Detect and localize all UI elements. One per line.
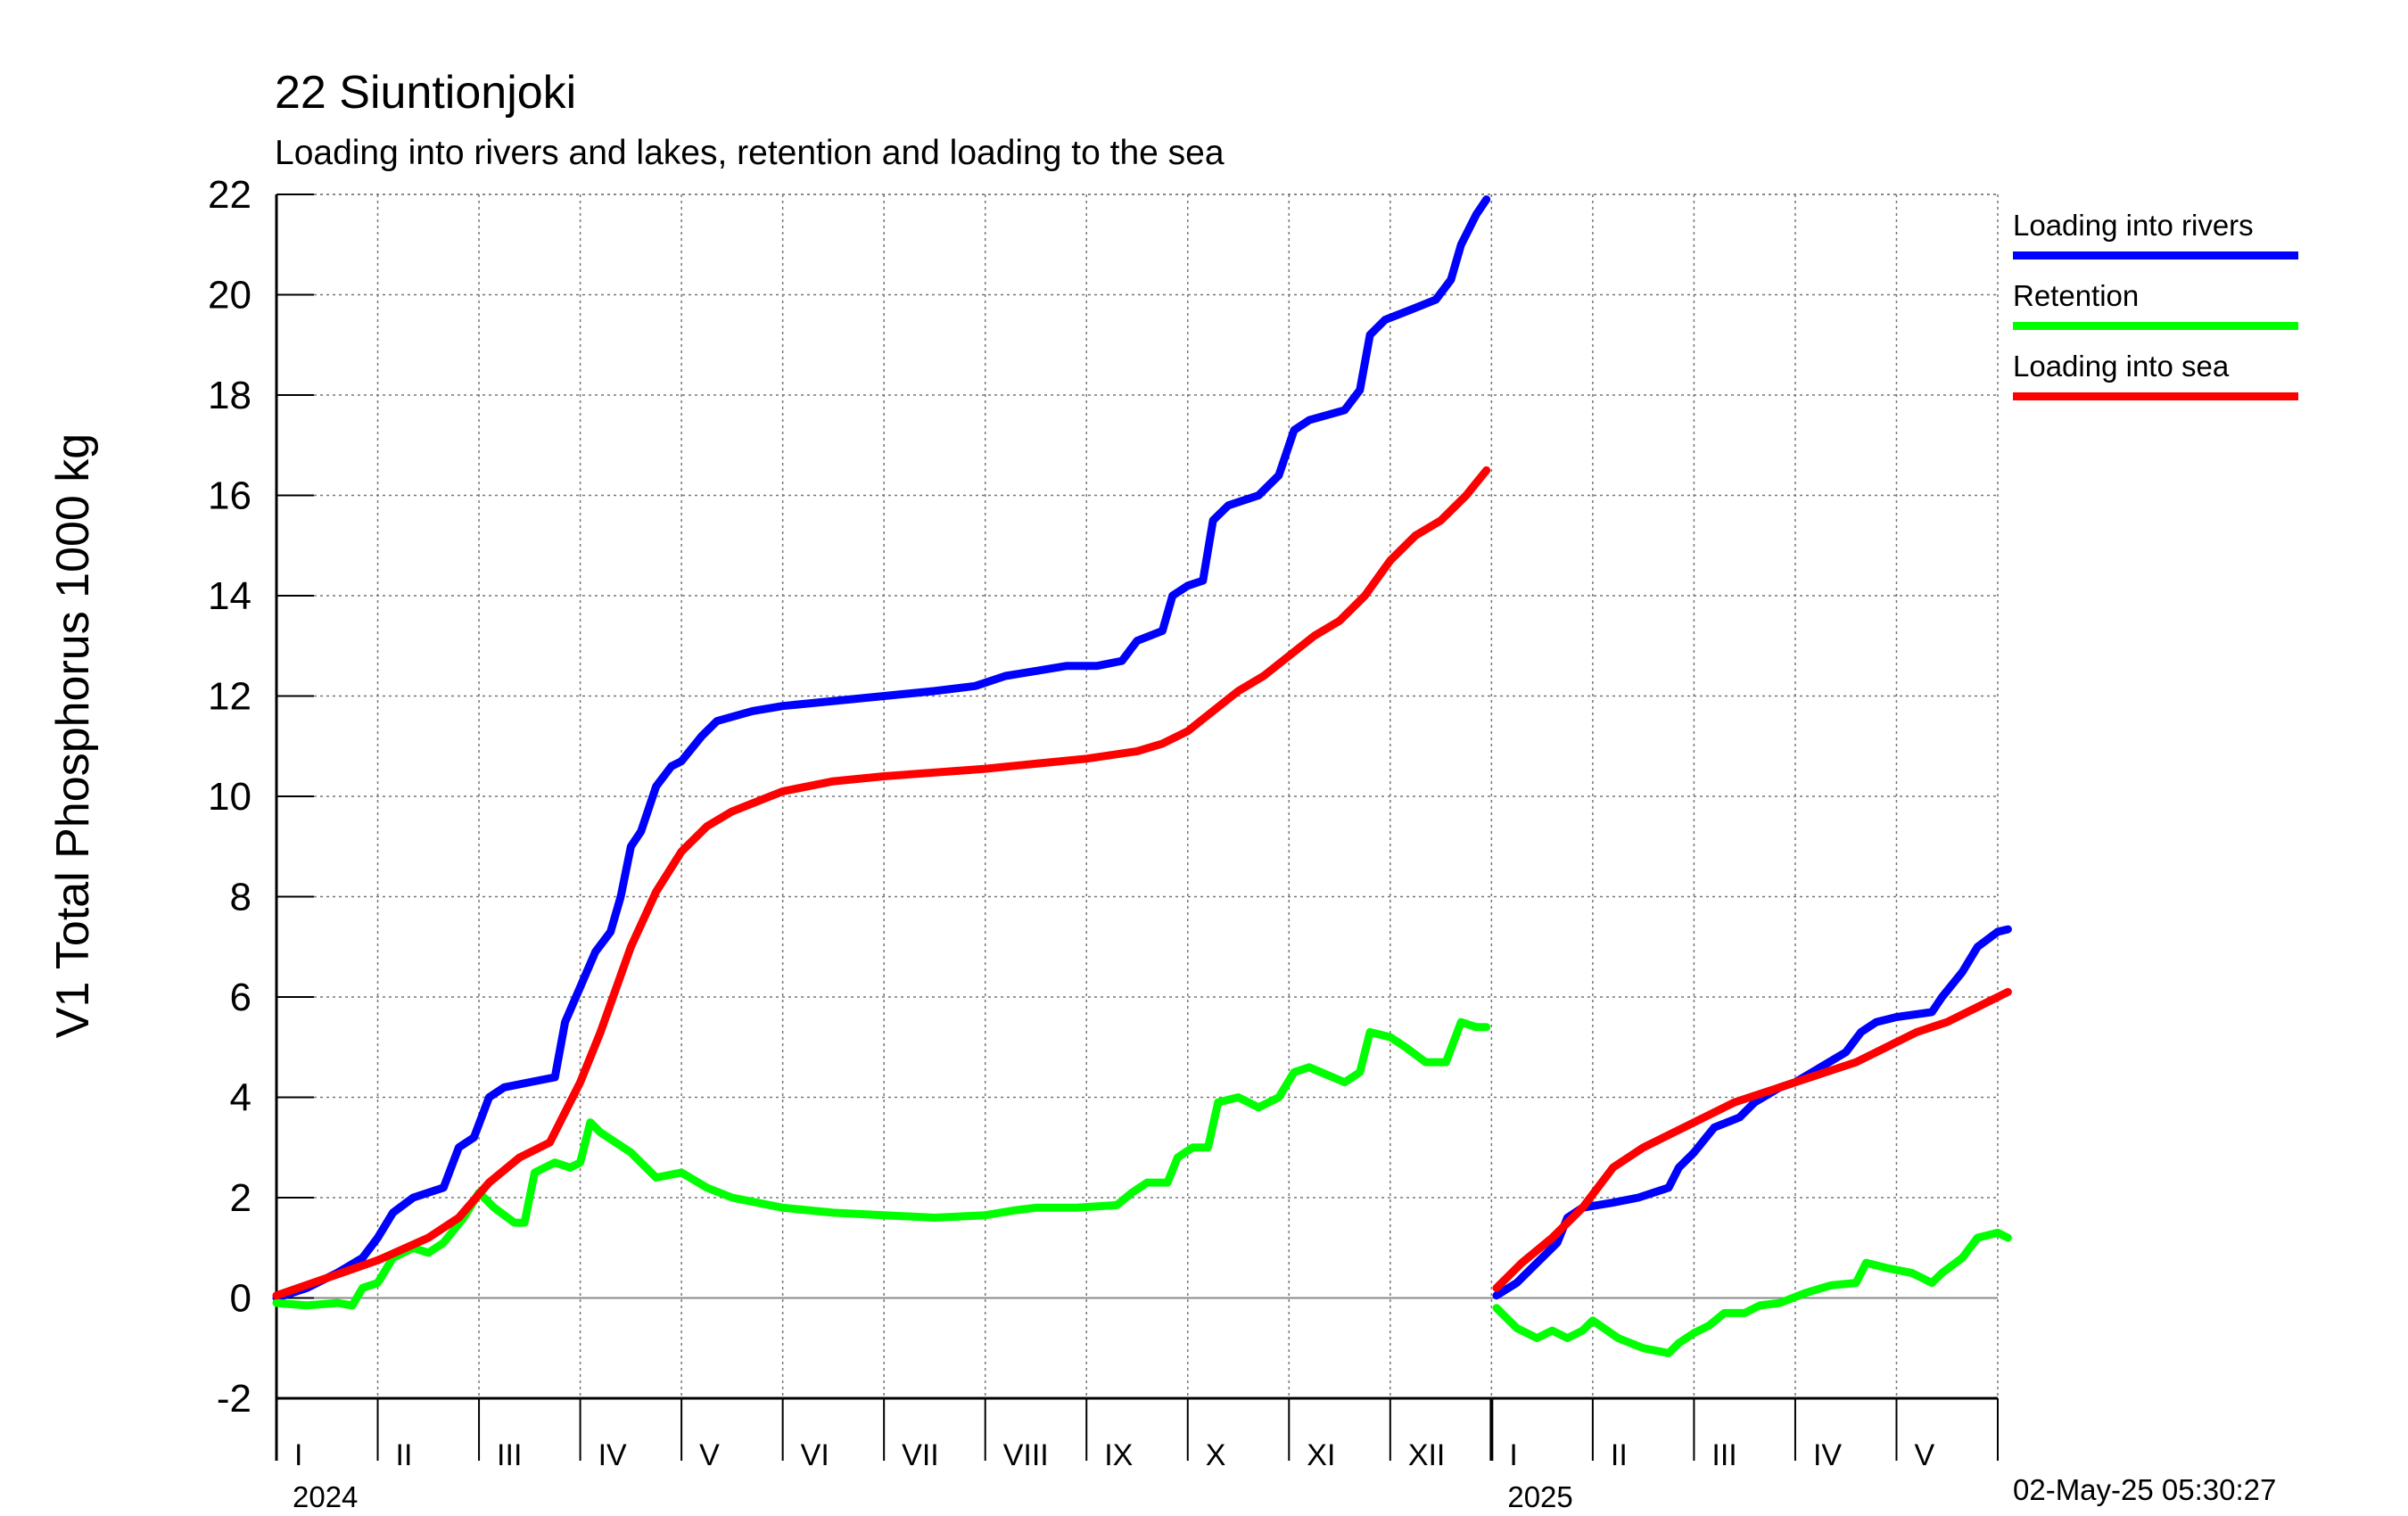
legend-label: Loading into sea [2013, 350, 2230, 383]
x-tick-label: VIII [1003, 1438, 1049, 1472]
x-tick-label: II [396, 1438, 413, 1472]
chart-title: 22 Siuntionjoki [275, 67, 577, 119]
x-tick-label: XI [1307, 1438, 1335, 1472]
x-tick-label: VI [801, 1438, 829, 1472]
y-tick-label: 18 [208, 374, 252, 417]
timestamp: 02-May-25 05:30:27 [2013, 1473, 2277, 1506]
y-tick-label: 0 [230, 1277, 252, 1321]
series-line-loading-into-rivers [1492, 925, 2012, 1300]
x-tick-label: III [497, 1438, 522, 1472]
y-tick-label: 8 [230, 876, 252, 919]
x-tick-label: I [1509, 1438, 1517, 1472]
series-line-loading-into-sea [1492, 987, 2012, 1292]
x-tick-label: IV [598, 1438, 627, 1472]
y-tick-label: 10 [208, 775, 252, 819]
series-lines [272, 195, 2012, 1357]
series-line-retention [272, 1018, 1491, 1310]
axes [275, 194, 1999, 1461]
y-tick-label: 16 [208, 474, 252, 518]
y-tick-label: 22 [208, 173, 252, 217]
y-tick-label: 20 [208, 274, 252, 317]
x-tick-label: IV [1813, 1438, 1842, 1472]
legend-item-loading-into-rivers: Loading into rivers [2013, 209, 2298, 260]
series-line-retention [1492, 1228, 2012, 1357]
series-line-loading-into-rivers [272, 195, 1491, 1302]
legend-label: Retention [2013, 279, 2140, 312]
legend-item-retention: Retention [2013, 279, 2298, 330]
x-tick-label: II [1611, 1438, 1628, 1472]
x-tick-label: V [1914, 1438, 1934, 1472]
grid-lines [276, 194, 1999, 1399]
y-tick-label: 4 [230, 1076, 252, 1120]
year-label: 2024 [293, 1480, 358, 1513]
x-tick-label: XII [1408, 1438, 1446, 1472]
y-tick-label: 6 [230, 976, 252, 1019]
y-tick-label: 2 [230, 1176, 252, 1220]
year-label: 2025 [1507, 1480, 1572, 1513]
x-tick-label: III [1711, 1438, 1736, 1472]
x-tick-label: I [294, 1438, 302, 1472]
legend-swatch [2013, 392, 2298, 400]
x-tick-label: IX [1104, 1438, 1133, 1472]
y-tick-label: 12 [208, 675, 252, 719]
y-tick-label: -2 [217, 1377, 252, 1421]
legend-item-loading-into-sea: Loading into sea [2013, 350, 2298, 400]
series-line-loading-into-sea [272, 466, 1491, 1300]
legend-swatch [2013, 251, 2298, 260]
legend-label: Loading into rivers [2013, 209, 2254, 242]
x-tick-label: VII [902, 1438, 939, 1472]
x-tick-label: X [1206, 1438, 1226, 1472]
chart-subtitle: Loading into rivers and lakes, retention… [275, 134, 1225, 172]
legend-swatch [2013, 322, 2298, 330]
x-tick-label: V [699, 1438, 720, 1472]
y-tick-label: 14 [208, 574, 252, 618]
